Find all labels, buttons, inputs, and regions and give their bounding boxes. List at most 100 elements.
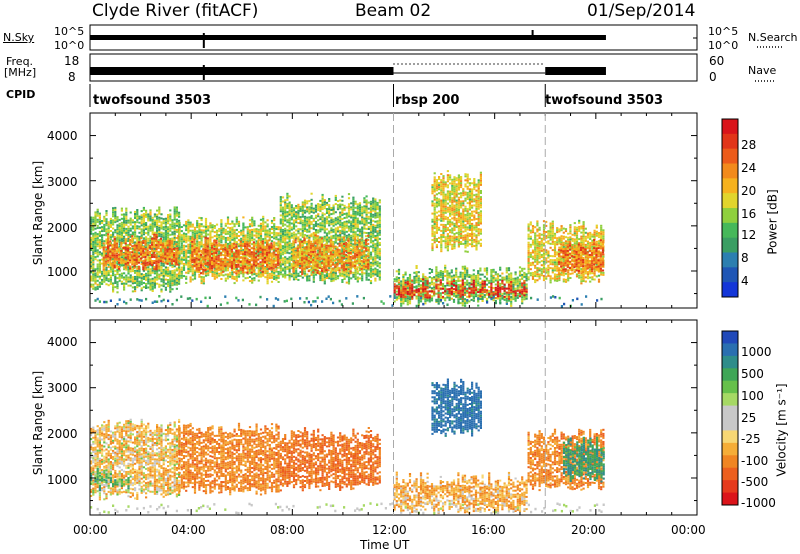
power-cell — [156, 223, 159, 226]
power-cell — [351, 257, 354, 260]
power-cell — [120, 227, 123, 230]
power-cell — [332, 212, 335, 215]
power-cell — [284, 242, 287, 244]
power-cell — [211, 252, 214, 255]
power-cell — [279, 240, 282, 243]
power-cell — [191, 249, 194, 251]
power-cell — [147, 213, 150, 216]
power-cell — [297, 216, 300, 218]
power-cell — [363, 243, 366, 246]
power-cell — [113, 242, 116, 245]
power-cell — [273, 227, 276, 230]
power-cell — [307, 270, 310, 273]
power-cell — [347, 233, 351, 236]
power-cell — [257, 224, 260, 227]
power-cell — [345, 268, 348, 271]
power-cell — [290, 259, 293, 261]
power-cell — [204, 267, 207, 269]
power-cell — [237, 271, 240, 274]
power-cell — [169, 209, 172, 212]
power-cell — [305, 258, 308, 261]
power-cell — [347, 245, 350, 248]
power-cell — [264, 245, 267, 248]
power-cell — [288, 234, 291, 236]
power-cell — [268, 243, 271, 246]
power-cell — [252, 259, 255, 262]
power-cell — [145, 222, 148, 224]
power-cell — [164, 251, 167, 254]
power-cell — [347, 209, 351, 212]
power-cell — [219, 262, 222, 265]
power-cell — [156, 219, 159, 222]
power-cell — [270, 232, 274, 235]
power-cell — [113, 252, 116, 255]
power-cell — [147, 227, 150, 230]
power-cell — [257, 239, 260, 241]
power-cell — [308, 254, 311, 257]
power-cell — [334, 233, 337, 236]
power-cell — [120, 217, 123, 220]
power-colorbar-tick: 24 — [741, 161, 757, 175]
power-cell — [277, 281, 280, 283]
power-cell — [219, 244, 222, 247]
xtick-label: 00:00 — [671, 523, 706, 537]
power-cell — [367, 207, 370, 210]
power-cell — [96, 251, 99, 254]
power-cell — [204, 256, 207, 259]
power-cell — [198, 216, 201, 219]
power-cell — [149, 225, 152, 228]
power-cell — [94, 237, 97, 240]
power-cell — [244, 226, 247, 229]
power-cell — [145, 278, 148, 281]
power-cell — [218, 242, 221, 245]
power-cell — [270, 274, 274, 277]
power-cell — [376, 216, 379, 219]
power-cell — [171, 265, 174, 268]
velocity-colorbar-tick: 500 — [741, 367, 764, 381]
power-cell — [363, 219, 366, 222]
power-cell — [200, 239, 203, 242]
power-cell — [164, 227, 167, 230]
power-cell — [321, 206, 324, 209]
power-cell — [136, 227, 139, 230]
power-cell — [94, 278, 97, 281]
power-cell — [330, 280, 333, 283]
power-cell — [197, 266, 200, 269]
power-cell — [336, 242, 340, 245]
power-cell — [160, 217, 163, 220]
power-cell — [105, 266, 108, 269]
power-cell — [345, 216, 348, 219]
power-cell — [329, 265, 332, 268]
power-cell — [158, 285, 161, 288]
power-cell — [209, 242, 212, 245]
power-cell — [109, 244, 112, 247]
power-cell — [259, 235, 263, 237]
power-cell — [307, 245, 310, 248]
power-cell — [356, 225, 359, 228]
power-cell — [299, 222, 302, 225]
velocity-colorbar-tick: -1000 — [741, 496, 776, 510]
power-cell — [109, 278, 112, 281]
power-cell — [369, 208, 373, 211]
power-cell — [123, 221, 126, 224]
power-cell — [123, 237, 126, 240]
power-cell — [206, 253, 209, 256]
power-cell — [255, 264, 258, 267]
power-cell — [241, 259, 244, 262]
power-cell — [332, 220, 335, 223]
power-cell — [316, 239, 319, 242]
power-cell — [257, 244, 260, 247]
power-cell — [125, 232, 128, 234]
power-cell — [343, 208, 346, 211]
power-cell — [180, 276, 183, 279]
power-cell — [123, 227, 126, 230]
power-cell — [342, 251, 346, 253]
power-cell — [129, 278, 132, 281]
power-cell — [211, 273, 214, 275]
velocity-colorbar-tick: 100 — [741, 389, 764, 403]
power-cell — [369, 229, 373, 232]
power-cell — [250, 257, 253, 260]
power-cell — [153, 219, 156, 222]
power-cell — [297, 236, 300, 239]
power-cell — [266, 223, 269, 226]
